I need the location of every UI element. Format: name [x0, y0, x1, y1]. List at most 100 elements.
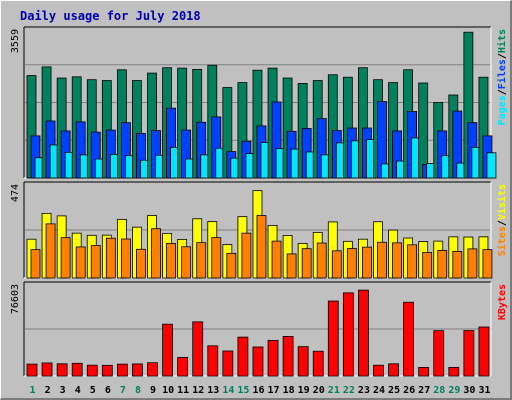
x-tick-label-day-10: 10 — [162, 385, 174, 396]
x-tick-label-day-1: 1 — [30, 385, 36, 396]
legend-kbytes: KBytes — [497, 284, 508, 320]
bar-kbytes-day-22 — [342, 292, 354, 377]
bar-kbytes-day-9 — [147, 362, 158, 377]
legend-separator: / — [497, 53, 508, 59]
x-tick-label-day-25: 25 — [388, 385, 400, 396]
series-legend-label: KBytes — [497, 284, 508, 320]
x-tick-label-day-5: 5 — [90, 385, 96, 396]
bar-sites-day-27 — [422, 252, 433, 279]
bar-kbytes-day-3 — [56, 363, 68, 377]
legend-visits: Visits — [496, 184, 508, 220]
series-legend-label: Sites/Visits — [496, 184, 508, 256]
bar-sites-day-14 — [226, 252, 237, 279]
bar-sites-day-21 — [331, 250, 342, 279]
x-tick-label-day-12: 12 — [192, 385, 204, 396]
bar-pages-day-31 — [486, 152, 497, 179]
legend-hits: Hits — [496, 29, 508, 53]
bar-sites-day-15 — [241, 232, 252, 279]
bar-kbytes-day-2 — [41, 362, 53, 377]
x-tick-label-day-30: 30 — [463, 385, 475, 396]
x-tick-label-day-15: 15 — [237, 385, 249, 396]
bar-kbytes-day-14 — [222, 350, 234, 377]
bar-kbytes-day-15 — [237, 336, 249, 377]
bar-sites-day-3 — [60, 237, 71, 279]
bar-sites-day-9 — [151, 228, 161, 279]
legend-separator: / — [497, 220, 508, 226]
x-tick-label-day-11: 11 — [177, 385, 189, 396]
bar-sites-day-6 — [105, 237, 116, 279]
bar-sites-day-18 — [286, 253, 297, 279]
bar-kbytes-day-18 — [282, 336, 294, 377]
bar-kbytes-day-21 — [327, 300, 339, 377]
x-tick-label-day-19: 19 — [298, 385, 310, 396]
x-tick-label-day-22: 22 — [343, 385, 355, 396]
x-tick-label-day-3: 3 — [60, 385, 66, 396]
panel-kbytes: 76603 KBytes — [10, 281, 508, 377]
x-tick-label-day-23: 23 — [358, 385, 370, 396]
bar-kbytes-day-26 — [403, 301, 415, 377]
bar-sites-day-7 — [120, 238, 131, 279]
bar-kbytes-day-13 — [207, 345, 219, 377]
series-legend-label: Pages/Files/Hits — [496, 29, 508, 125]
bar-kbytes-day-8 — [132, 363, 143, 377]
x-tick-label-day-27: 27 — [418, 385, 430, 396]
bar-sites-day-10 — [166, 243, 176, 279]
chart-title: Daily usage for July 2018 — [20, 9, 201, 23]
x-tick-label-day-31: 31 — [478, 385, 490, 396]
bar-sites-day-24 — [377, 241, 387, 279]
bar-sites-day-5 — [90, 245, 101, 279]
legend-separator: / — [497, 89, 508, 95]
x-tick-label-day-20: 20 — [313, 385, 325, 396]
x-tick-label-day-16: 16 — [252, 385, 264, 396]
x-tick-label-day-7: 7 — [120, 385, 126, 396]
bar-kbytes-day-11 — [177, 357, 189, 377]
bar-sites-day-4 — [75, 246, 86, 279]
bar-sites-day-8 — [136, 248, 146, 279]
bar-kbytes-day-5 — [86, 364, 98, 377]
bar-kbytes-day-25 — [388, 363, 399, 377]
bar-kbytes-day-17 — [267, 340, 279, 377]
x-tick-label-day-29: 29 — [448, 385, 460, 396]
x-tick-label-day-17: 17 — [268, 385, 280, 396]
bar-kbytes-day-1 — [26, 363, 38, 377]
bar-sites-day-26 — [407, 244, 418, 279]
bar-sites-day-25 — [392, 242, 402, 279]
panel-visits-sites: 474 Sites/Visits — [10, 181, 508, 279]
x-tick-label-day-28: 28 — [433, 385, 445, 396]
x-tick-label-day-13: 13 — [207, 385, 219, 396]
x-tick-label-day-4: 4 — [75, 385, 81, 396]
bar-kbytes-day-24 — [373, 364, 384, 377]
bar-kbytes-day-27 — [418, 367, 430, 377]
bar-kbytes-day-19 — [297, 346, 309, 377]
bar-kbytes-day-10 — [162, 323, 173, 377]
legend-files: Files — [496, 59, 508, 89]
bar-sites-day-23 — [362, 246, 372, 279]
bar-sites-day-22 — [346, 248, 357, 279]
y-max-label: 3559 — [10, 29, 21, 53]
bar-sites-day-1 — [30, 249, 41, 279]
bar-sites-day-11 — [181, 246, 192, 279]
bar-sites-day-19 — [301, 248, 312, 279]
bar-sites-day-28 — [437, 250, 448, 279]
chart-panels: 3559Pages/Files/Hits474Sites/Visits76603… — [10, 26, 508, 377]
bar-sites-day-2 — [45, 223, 56, 279]
x-tick-label-day-9: 9 — [150, 385, 156, 396]
x-axis-day-labels: 1 2 3 4 5 6 7 8 9 10 11 12 13 14 15 16 17 18 19 20 21 22 23 24 2… — [30, 385, 491, 396]
bar-kbytes-day-6 — [101, 364, 113, 377]
bar-kbytes-day-16 — [252, 346, 264, 377]
legend-pages: Pages — [497, 95, 508, 125]
bar-sites-day-31 — [482, 249, 493, 279]
bar-kbytes-day-29 — [448, 367, 460, 377]
y-max-label: 474 — [10, 184, 21, 202]
bar-kbytes-day-31 — [478, 326, 490, 377]
x-tick-label-day-6: 6 — [105, 385, 111, 396]
bar-kbytes-day-7 — [116, 363, 128, 377]
legend-sites: Sites — [496, 226, 508, 256]
x-tick-label-day-21: 21 — [328, 385, 340, 396]
y-max-label: 76603 — [10, 284, 21, 314]
bar-sites-day-13 — [211, 237, 222, 279]
x-tick-label-day-14: 14 — [222, 385, 234, 396]
